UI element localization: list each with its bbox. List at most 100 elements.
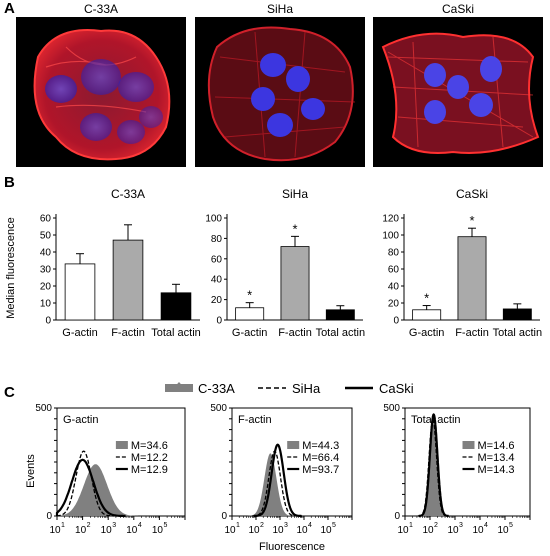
bar-category-label: F-actin bbox=[111, 327, 145, 339]
bar-category-label: G-actin bbox=[409, 327, 444, 339]
bar bbox=[112, 239, 144, 321]
significance-star: * bbox=[424, 291, 429, 306]
histogram-curve-caski bbox=[253, 443, 302, 518]
significance-star: * bbox=[292, 221, 297, 236]
bar bbox=[64, 263, 96, 321]
legend-label-c33a: C-33A bbox=[198, 381, 235, 396]
panel-a-letter: A bbox=[4, 0, 15, 17]
hist-xtick-label: 10 bbox=[49, 525, 61, 536]
micrograph-c33a-image bbox=[33, 29, 171, 161]
hist-ytick-label: 0 bbox=[221, 511, 227, 522]
legend-label-siha: SiHa bbox=[292, 381, 321, 396]
median-swatch bbox=[462, 441, 475, 449]
bar-category-label: Total actin bbox=[316, 327, 366, 339]
hist-xtick-label: 10 bbox=[248, 525, 260, 536]
hist-xtick-exponent: 2 bbox=[87, 522, 91, 529]
hist-xtick-exponent: 4 bbox=[138, 522, 142, 529]
hist-xtick-exponent: 4 bbox=[308, 522, 312, 529]
hist-ytick-label: 500 bbox=[210, 403, 227, 414]
median-label: M=66.4 bbox=[302, 452, 339, 464]
hist-xtick-label: 10 bbox=[296, 525, 308, 536]
bar-chart-0: C-33A 0 10 20 30 40 50 60 G-actin F-actin Total ac… bbox=[40, 187, 201, 339]
bar-chart-title: SiHa bbox=[282, 187, 308, 201]
histogram-title: G-actin bbox=[63, 414, 98, 426]
hist-xtick-exponent: 3 bbox=[284, 522, 288, 529]
bar bbox=[412, 309, 442, 321]
legend: C-33A SiHa CaSki bbox=[165, 381, 414, 396]
histogram-curve-caski bbox=[55, 458, 126, 518]
bar-category-label: G-actin bbox=[62, 327, 97, 339]
bar-ytick-label: 80 bbox=[211, 234, 223, 245]
bar-ylabel: Median fluorescence bbox=[5, 217, 17, 319]
median-label: M=12.9 bbox=[131, 464, 168, 476]
significance-star: * bbox=[247, 288, 252, 303]
bar-ytick-label: 0 bbox=[45, 316, 51, 327]
bar-category-label: Total actin bbox=[493, 327, 543, 339]
hist-ytick-label: 500 bbox=[35, 403, 52, 414]
bar-ytick-label: 0 bbox=[216, 316, 222, 327]
hist-xtick-label: 10 bbox=[320, 525, 332, 536]
hist-xtick-label: 10 bbox=[447, 525, 459, 536]
bar-ytick-label: 100 bbox=[382, 231, 399, 242]
hist-xtick-label: 10 bbox=[101, 525, 113, 536]
hist-ytick-label: 0 bbox=[46, 511, 52, 522]
hist-xtick-label: 10 bbox=[152, 525, 164, 536]
hist-xtick-label: 10 bbox=[75, 525, 87, 536]
image-title-c33a: C-33A bbox=[83, 2, 118, 16]
bar-ytick-label: 20 bbox=[40, 282, 52, 293]
hist-xtick-exponent: 2 bbox=[260, 522, 264, 529]
bar bbox=[325, 309, 355, 321]
micrograph-siha bbox=[195, 17, 365, 167]
histogram-curve-caski bbox=[418, 413, 449, 518]
bar-charts: Median fluorescence C-33A 0 10 20 30 40 50 60 G-… bbox=[5, 187, 543, 339]
histogram-curve-c33a bbox=[57, 464, 142, 516]
bar-ytick-label: 60 bbox=[211, 254, 223, 265]
image-title-caski: CaSki bbox=[441, 2, 474, 16]
hist-xtick-label: 10 bbox=[397, 525, 409, 536]
hist-xtick-exponent: 3 bbox=[112, 522, 116, 529]
bar bbox=[457, 236, 487, 321]
bar-ytick-label: 50 bbox=[40, 231, 52, 242]
median-label: M=12.2 bbox=[131, 452, 168, 464]
micrograph-caski-image bbox=[381, 32, 540, 154]
bar-ytick-label: 40 bbox=[40, 248, 52, 259]
hist-xtick-label: 10 bbox=[126, 525, 138, 536]
bar bbox=[502, 308, 532, 321]
median-label: M=14.3 bbox=[478, 464, 515, 476]
hist-xtick-exponent: 1 bbox=[61, 522, 65, 529]
bar-ytick-label: 20 bbox=[388, 299, 400, 310]
panel-b-letter: B bbox=[4, 174, 15, 191]
hist-xtick-exponent: 4 bbox=[484, 522, 488, 529]
bar-category-label: G-actin bbox=[232, 327, 267, 339]
bar-ytick-label: 40 bbox=[388, 282, 400, 293]
bar-ytick-label: 30 bbox=[40, 265, 52, 276]
median-label: M=93.7 bbox=[302, 464, 339, 476]
bar-ytick-label: 80 bbox=[388, 248, 400, 259]
histograms: C-33A SiHa CaSki Events Fluorescence G-a… bbox=[25, 381, 531, 553]
median-label: M=34.6 bbox=[131, 440, 168, 452]
hist-xtick-exponent: 2 bbox=[434, 522, 438, 529]
significance-star: * bbox=[469, 213, 474, 228]
median-label: M=13.4 bbox=[478, 452, 515, 464]
bar-ytick-label: 60 bbox=[40, 214, 52, 225]
hist-xtick-label: 10 bbox=[472, 525, 484, 536]
bar bbox=[235, 307, 265, 321]
hist-xtick-label: 10 bbox=[224, 525, 236, 536]
hist-xtick-label: 10 bbox=[422, 525, 434, 536]
bar-ytick-label: 120 bbox=[382, 214, 399, 225]
micrograph-siha-image bbox=[207, 26, 356, 162]
bar-ytick-label: 40 bbox=[211, 275, 223, 286]
micrograph-caski bbox=[373, 17, 543, 167]
bar-category-label: F-actin bbox=[455, 327, 489, 339]
hist-xtick-label: 10 bbox=[272, 525, 284, 536]
hist-xtick-exponent: 3 bbox=[459, 522, 463, 529]
histogram-title: F-actin bbox=[238, 414, 272, 426]
hist-xlabel: Fluorescence bbox=[259, 541, 325, 553]
bar-ytick-label: 60 bbox=[388, 265, 400, 276]
bar-category-label: F-actin bbox=[278, 327, 312, 339]
hist-xtick-exponent: 1 bbox=[236, 522, 240, 529]
panel-c-letter: C bbox=[4, 384, 15, 401]
